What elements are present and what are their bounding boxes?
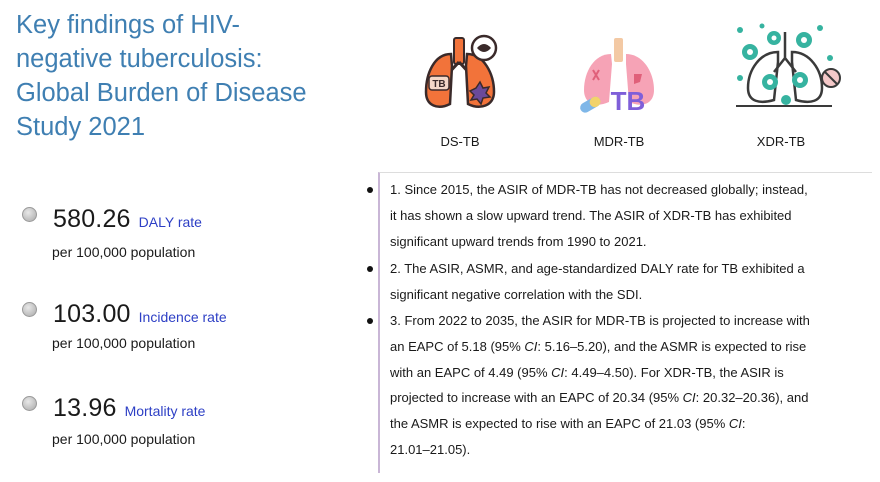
tb-badge-text: TB	[611, 86, 646, 116]
ci-text: CI	[728, 416, 742, 432]
circle-bullet-icon	[22, 396, 37, 411]
stat-daly: 580.26 DALY rate per 100,000 population	[22, 205, 322, 260]
title-line: Global Burden of Disease	[16, 79, 307, 107]
bullet-dot-icon	[367, 187, 373, 193]
stat-label: Mortality rate	[124, 403, 206, 419]
finding-line: significant negative correlation with th…	[390, 286, 643, 302]
title-line: negative tuberculosis:	[16, 45, 263, 73]
stat-label: Incidence rate	[138, 309, 227, 325]
finding-line: 2. The ASIR, ASMR, and age-standardized …	[390, 261, 805, 276]
text-span: an EAPC of 5.18 (95%	[390, 338, 525, 354]
finding-line: the ASMR is expected to rise with an EAP…	[380, 411, 810, 437]
stat-unit: per 100,000 population	[52, 431, 196, 447]
text-span: :	[741, 416, 746, 432]
stat-mortality: 13.96 Mortality rate per 100,000 populat…	[22, 394, 322, 447]
bullet-dot-icon	[367, 266, 373, 272]
text-span: with an EAPC of 4.49 (95%	[390, 364, 552, 380]
text-span: : 5.16–5.20), and the ASMR is expected t…	[537, 338, 807, 354]
stat-value: 13.96	[53, 394, 117, 422]
ci-text: CI	[551, 364, 565, 380]
text-span: : 20.32–20.36), and	[695, 390, 809, 406]
ci-text: CI	[682, 390, 696, 406]
finding-line: 21.01–21.05).	[390, 441, 471, 457]
ci-text: CI	[524, 338, 538, 354]
finding-line: 3. From 2022 to 2035, the ASIR for MDR-T…	[390, 313, 810, 328]
stat-value: 580.26	[53, 205, 131, 233]
text-span: : 4.49–4.50). For XDR-TB, the ASIR is	[564, 364, 784, 380]
tb-badge-text: TB	[432, 79, 445, 90]
stat-value: 103.00	[53, 300, 131, 328]
ds-tb-lungs-icon: TB	[424, 34, 498, 108]
finding-line: significant upward trends from 1990 to 2…	[390, 233, 647, 249]
stat-label: DALY rate	[138, 214, 202, 230]
title-line: Study 2021	[16, 113, 146, 141]
stat-unit: per 100,000 population	[52, 335, 196, 351]
xdr-tb-label: XDR-TB	[756, 134, 806, 149]
finding-line: with an EAPC of 4.49 (95% CI: 4.49–4.50)…	[380, 360, 810, 386]
finding-1: 1. Since 2015, the ASIR of MDR-TB has no…	[367, 177, 808, 254]
finding-line: 1. Since 2015, the ASIR of MDR-TB has no…	[390, 182, 808, 197]
xdr-tb-lungs-icon	[736, 23, 841, 107]
circle-bullet-icon	[22, 207, 37, 222]
finding-3: 3. From 2022 to 2035, the ASIR for MDR-T…	[367, 308, 810, 463]
text-span: projected to increase with an EAPC of 20…	[390, 390, 683, 406]
title-line: Key findings of HIV-	[16, 11, 240, 39]
finding-line: it has shown a slow upward trend. The AS…	[390, 207, 792, 223]
page-title: Key findings of HIV- negative tuberculos…	[16, 8, 366, 144]
text-span: the ASMR is expected to rise with an EAP…	[390, 416, 729, 432]
finding-2: 2. The ASIR, ASMR, and age-standardized …	[367, 256, 805, 308]
mdr-tb-label: MDR-TB	[593, 134, 645, 149]
findings-panel: 1. Since 2015, the ASIR of MDR-TB has no…	[367, 172, 872, 473]
finding-line: an EAPC of 5.18 (95% CI: 5.16–5.20), and…	[380, 334, 810, 360]
stat-unit: per 100,000 population	[52, 244, 196, 260]
circle-bullet-icon	[22, 302, 37, 317]
mdr-tb-lungs-icon: TB	[580, 38, 654, 116]
finding-line: projected to increase with an EAPC of 20…	[380, 385, 810, 411]
stat-incidence: 103.00 Incidence rate per 100,000 popula…	[22, 300, 322, 351]
ds-tb-label: DS-TB	[440, 134, 480, 149]
bullet-dot-icon	[367, 318, 373, 324]
